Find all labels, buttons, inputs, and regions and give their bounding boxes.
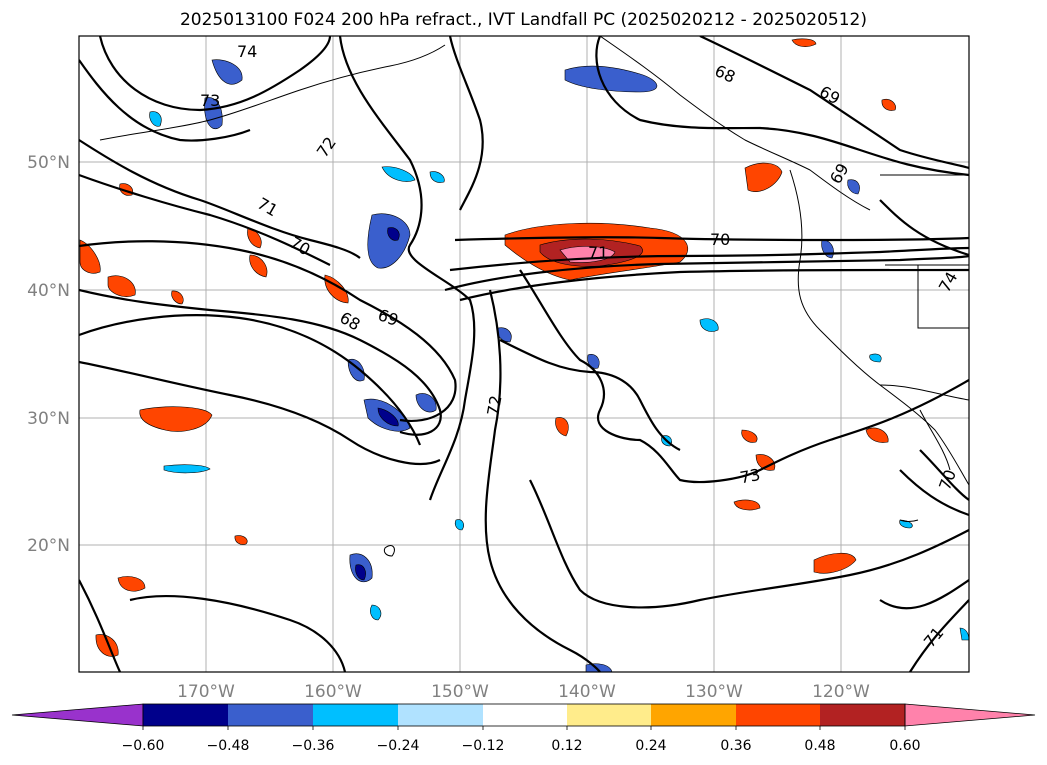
lat-label-30n: 30°N [27, 409, 70, 429]
longitude-labels: 170°W 160°W 150°W 140°W 130°W 120°W [177, 682, 870, 702]
contour-label: 72 [483, 394, 505, 417]
map-title: 2025013100 F024 200 hPa refract., IVT La… [179, 10, 867, 30]
lon-label-150w: 150°W [431, 682, 489, 702]
colorbar-segment [228, 704, 313, 726]
colorbar-segment [736, 704, 820, 726]
colorbar-tick-label: 0.60 [889, 738, 920, 754]
colorbar-tick-label: 0.12 [551, 738, 582, 754]
colorbar-frame [142, 703, 906, 727]
lon-label-140w: 140°W [558, 682, 616, 702]
contour-label: 73 [200, 91, 220, 110]
colorbar-extend-max [904, 703, 1036, 727]
lat-label-50n: 50°N [27, 153, 70, 173]
colorbar-segment [313, 704, 398, 726]
gridlines [79, 36, 969, 672]
colorbar-segment [567, 704, 651, 726]
lat-label-20n: 20°N [27, 536, 70, 556]
colorbar-segment [820, 704, 905, 726]
coastlines [99, 36, 969, 557]
latitude-labels: 50°N 40°N 30°N 20°N [27, 153, 70, 556]
map-plot-area [79, 36, 969, 672]
colorbar-tick-label: −0.12 [462, 738, 505, 754]
lon-label-120w: 120°W [812, 682, 870, 702]
colorbar-segment [143, 704, 228, 726]
colorbar-tick-label: 0.36 [720, 738, 751, 754]
colorbar-tick-label: −0.48 [207, 738, 250, 754]
colorbar-tick-label: −0.36 [292, 738, 335, 754]
colorbar-tick-label: 0.24 [635, 738, 666, 754]
lon-label-170w: 170°W [177, 682, 235, 702]
colorbar-tick-label: −0.24 [377, 738, 420, 754]
map-frame [78, 35, 970, 673]
contour-label: 73 [738, 465, 761, 487]
lon-label-130w: 130°W [685, 682, 743, 702]
colorbar-extend-min [11, 703, 144, 727]
colorbar-tick-label: −0.60 [122, 738, 165, 754]
colorbar-segment [651, 704, 736, 726]
contour-label: 71 [588, 243, 608, 262]
colorbar-tick-label: 0.48 [804, 738, 835, 754]
lat-label-40n: 40°N [27, 281, 70, 301]
colorbar-segment [483, 704, 567, 726]
contour-label: 74 [237, 42, 257, 61]
colorbar-segment [398, 704, 483, 726]
refractivity-contours [79, 36, 969, 672]
contour-label: 70 [710, 230, 730, 249]
lon-label-160w: 160°W [304, 682, 362, 702]
colorbar: −0.60 −0.48 −0.36 −0.24 −0.12 0.12 0.24 … [11, 703, 1036, 754]
